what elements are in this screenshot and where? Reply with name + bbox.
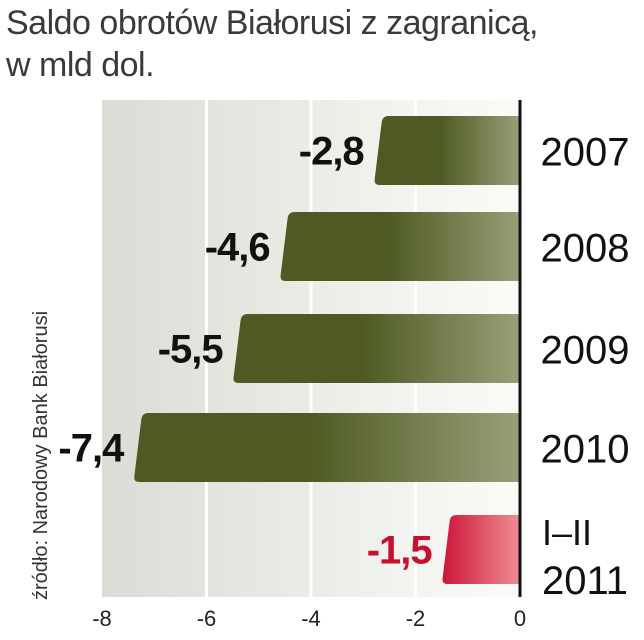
bar [134, 413, 520, 482]
bar [374, 116, 520, 185]
category-label-line-1: I–II [542, 512, 592, 553]
category-label: 2008 [541, 227, 630, 271]
bar-value-label: -2,8 [299, 130, 365, 174]
chart-title-line-2: w mld dol. [6, 46, 155, 84]
category-labels: 2007 2008 2009 2010 I–II 2011 [541, 131, 630, 604]
chart-title: Saldo obrotów Białorusi z zagranicą, w m… [6, 2, 538, 86]
bar [233, 314, 520, 383]
category-label-line-2: 2011 [542, 559, 628, 603]
source-note: źródło: Narodowy Bank Białorusi [30, 310, 52, 600]
category-label: 2010 [541, 428, 630, 472]
x-tick-label: 0 [514, 606, 526, 631]
bar-value-label: -4,6 [205, 226, 270, 270]
value-labels: -2,8 -4,6 -5,5 -7,4 -1,5 [58, 130, 433, 573]
chart-title-line-1: Saldo obrotów Białorusi z zagranicą, [6, 4, 538, 42]
bar-value-label: -7,4 [58, 427, 125, 471]
category-label: 2007 [541, 131, 630, 175]
category-label: 2009 [541, 329, 630, 373]
x-tick-label: -4 [301, 606, 321, 631]
bar [280, 212, 520, 281]
x-tick-label: -2 [406, 606, 426, 631]
bar-value-label: -1,5 [367, 529, 433, 573]
bar-highlight [442, 515, 520, 584]
bar-value-label: -5,5 [158, 328, 224, 372]
bars [134, 116, 520, 584]
x-tick-label: -6 [197, 606, 217, 631]
x-tick-label: -8 [92, 606, 112, 631]
x-tick-labels: -8 -6 -4 -2 0 [92, 606, 526, 631]
